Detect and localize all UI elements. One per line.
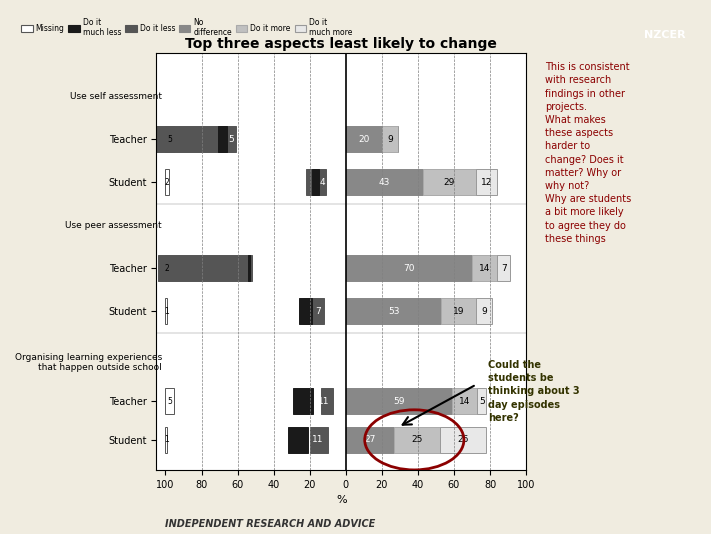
Text: 1: 1 (164, 435, 169, 444)
Text: 29: 29 (444, 178, 455, 187)
Text: INDEPENDENT RESEARCH AND ADVICE: INDEPENDENT RESEARCH AND ADVICE (165, 519, 375, 529)
Bar (472, 255, 497, 281)
Text: 5: 5 (479, 397, 485, 406)
Bar (346, 388, 452, 414)
Text: 27: 27 (365, 435, 376, 444)
Text: Use peer assessment: Use peer assessment (65, 221, 162, 230)
Bar (346, 298, 442, 324)
Text: 1: 1 (164, 307, 169, 316)
Text: 59: 59 (393, 397, 405, 406)
Text: 7: 7 (501, 264, 506, 272)
Bar (423, 169, 476, 195)
Text: Could the
students be
thinking about 3
day episodes
here?: Could the students be thinking about 3 d… (488, 360, 579, 423)
Bar (452, 388, 478, 414)
Bar (166, 388, 174, 414)
Bar (321, 388, 333, 414)
Text: 2: 2 (165, 178, 170, 187)
Text: 7: 7 (336, 397, 343, 406)
Bar (306, 169, 326, 195)
Text: NZCER: NZCER (644, 30, 685, 40)
Text: 14: 14 (459, 397, 471, 406)
Text: 52: 52 (293, 264, 304, 272)
Text: 5: 5 (168, 135, 172, 144)
Bar (346, 127, 382, 152)
Text: 7: 7 (315, 307, 321, 316)
Bar (299, 298, 311, 324)
Text: Organising learning experiences
that happen outside school: Organising learning experiences that hap… (15, 353, 162, 372)
Bar (248, 255, 250, 281)
Text: 5: 5 (168, 397, 172, 406)
Bar (166, 169, 169, 195)
Bar (476, 169, 497, 195)
Text: 11: 11 (330, 178, 341, 187)
Text: 2: 2 (165, 264, 170, 272)
Bar (382, 127, 398, 152)
Bar (166, 298, 167, 324)
Text: 12: 12 (481, 178, 492, 187)
Bar (288, 427, 308, 453)
X-axis label: %: % (336, 495, 346, 505)
Text: 26: 26 (457, 435, 469, 444)
Text: 12: 12 (329, 307, 341, 316)
Bar (395, 427, 439, 453)
Bar (439, 427, 486, 453)
Text: 61: 61 (285, 135, 296, 144)
Text: 11: 11 (318, 397, 329, 406)
Text: 5: 5 (228, 135, 234, 144)
Text: 14: 14 (479, 264, 491, 272)
Bar (311, 169, 319, 195)
Bar (346, 169, 423, 195)
Title: Top three aspects least likely to change: Top three aspects least likely to change (186, 37, 497, 51)
Text: 25: 25 (412, 435, 423, 444)
Text: Use self assessment: Use self assessment (70, 92, 162, 101)
Bar (159, 255, 252, 281)
Bar (294, 388, 314, 414)
Text: 4: 4 (319, 178, 325, 187)
Text: 9: 9 (387, 135, 393, 144)
Bar (166, 427, 167, 453)
Bar (166, 255, 169, 281)
Bar (218, 127, 227, 152)
Text: 20: 20 (358, 135, 370, 144)
Bar (346, 255, 472, 281)
Bar (310, 427, 328, 453)
Legend: Missing, Do it
much less, Do it less, No
difference, Do it more, Do it
much more: Missing, Do it much less, Do it less, No… (18, 14, 355, 40)
Bar (497, 255, 510, 281)
Bar (126, 127, 236, 152)
Bar (442, 298, 476, 324)
Bar (478, 388, 486, 414)
Text: 53: 53 (387, 307, 400, 316)
Text: 11: 11 (312, 435, 324, 444)
Bar (302, 298, 324, 324)
Text: 10: 10 (331, 435, 343, 444)
Bar (476, 298, 492, 324)
Text: This is consistent
with research
findings in other
projects.
What makes
these as: This is consistent with research finding… (545, 62, 631, 244)
Bar (166, 127, 174, 152)
Text: 70: 70 (403, 264, 415, 272)
Bar (346, 427, 395, 453)
Text: 19: 19 (453, 307, 464, 316)
Text: 43: 43 (379, 178, 390, 187)
Text: 9: 9 (481, 307, 486, 316)
